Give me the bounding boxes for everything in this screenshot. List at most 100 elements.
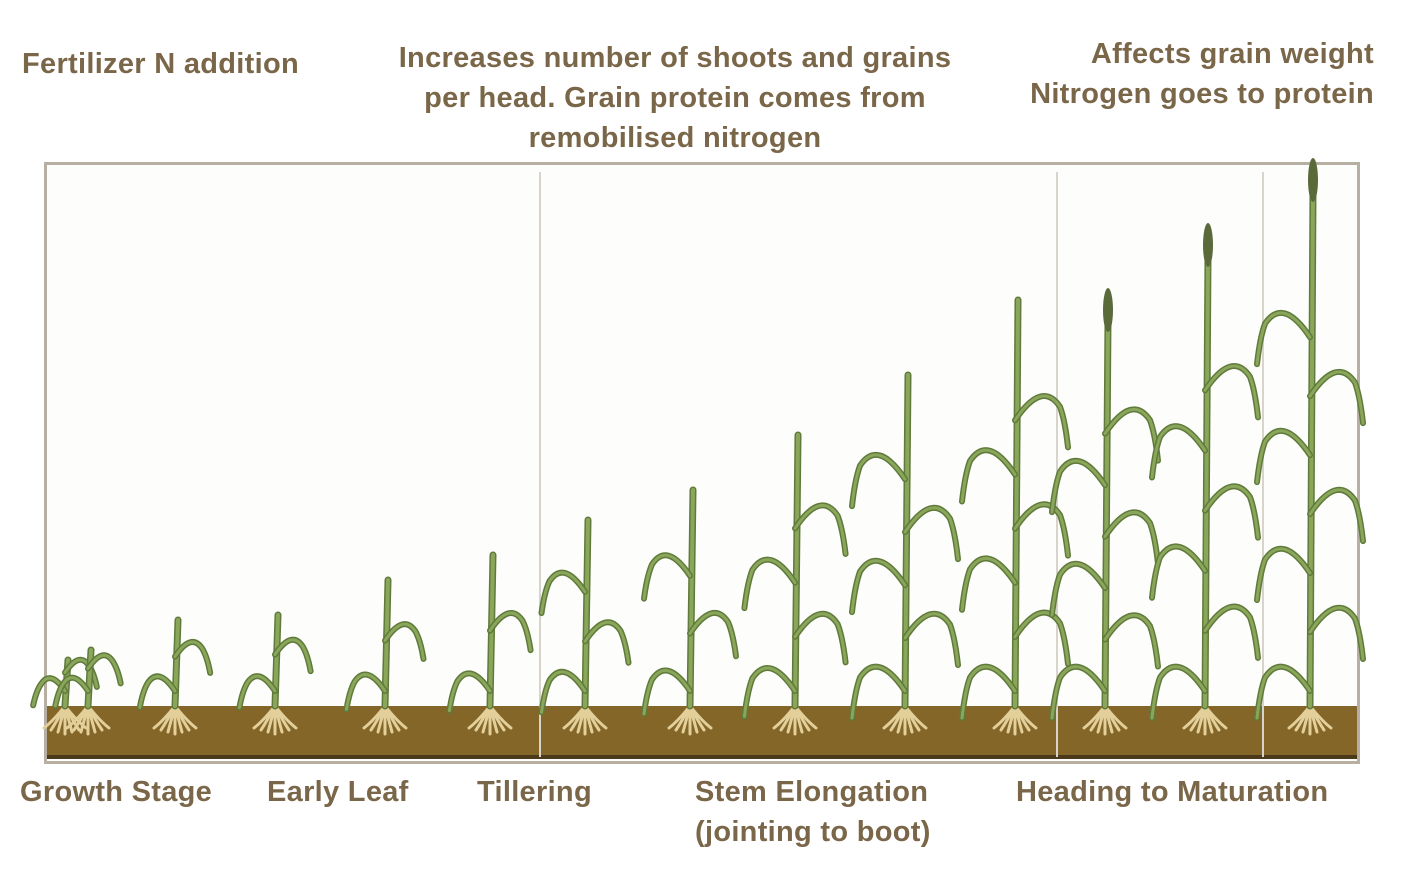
leaf-fill	[383, 622, 425, 661]
leaf-fill	[540, 670, 587, 714]
growth-diagram-frame	[44, 162, 1360, 764]
leaf-fill	[1255, 547, 1312, 602]
grain-line-1: Affects grain weight	[1090, 38, 1374, 70]
leaf-fill	[642, 669, 692, 716]
leaf-fill	[1013, 394, 1070, 449]
stem-fill	[86, 648, 93, 708]
leaf	[1049, 457, 1108, 516]
leaf-fill	[960, 557, 1017, 612]
leaf	[792, 610, 849, 666]
leaf-fill	[793, 504, 848, 556]
wheat-plant	[136, 616, 214, 736]
leaf	[849, 451, 908, 510]
leaf-fill	[903, 612, 960, 667]
leaf-fill	[1203, 364, 1260, 419]
wheat-plant	[52, 646, 124, 736]
stage-label-tillering: Tillering	[477, 776, 592, 808]
leaf-fill	[583, 620, 630, 665]
stem-fill	[688, 488, 695, 708]
leaf-fill	[850, 559, 907, 614]
wheat-plant	[1149, 223, 1261, 736]
leaf-fill	[53, 676, 90, 708]
leaf-fill	[488, 611, 533, 652]
wheat-plant	[849, 371, 961, 736]
leaf	[792, 502, 849, 557]
leaf	[959, 447, 1018, 505]
leaf-fill	[1255, 311, 1312, 366]
stage-label-early-leaf: Early Leaf	[267, 776, 409, 808]
grain-annotation: Affects grain weight Nitrogen goes to pr…	[1030, 34, 1374, 114]
leaf-fill	[1150, 665, 1207, 720]
leaf	[343, 671, 388, 713]
leaf	[959, 555, 1018, 613]
leaf-fill	[86, 653, 123, 685]
leaf-fill	[1050, 665, 1107, 720]
leaf-fill	[1050, 562, 1107, 617]
leaf	[902, 504, 961, 563]
leaf	[1307, 604, 1366, 663]
leaf-fill	[1308, 488, 1365, 543]
stem-fill	[903, 373, 910, 708]
leaf-fill	[742, 666, 797, 719]
leaf-fill	[1013, 611, 1070, 666]
leaf	[487, 610, 534, 654]
shoots-line-1: Increases number of shoots and grains	[398, 42, 952, 74]
leaf	[1012, 609, 1071, 667]
leaf	[1149, 543, 1208, 601]
wheat-plant	[1254, 158, 1366, 736]
stem-line-1: Stem Elongation	[695, 776, 929, 808]
leaf-fill	[742, 558, 797, 610]
leaf	[1102, 612, 1161, 670]
leaf-fill	[1203, 605, 1260, 660]
leaf-fill	[1150, 545, 1207, 600]
leaf-fill	[850, 453, 907, 508]
wheat-plant	[343, 576, 427, 736]
leaf-fill	[1308, 606, 1365, 661]
leaf-fill	[1150, 424, 1207, 479]
fertilizer-label: Fertilizer N addition	[22, 48, 299, 80]
grain-head	[1203, 223, 1213, 267]
leaf	[446, 670, 493, 714]
wheat-plant	[959, 296, 1071, 736]
stage-label-heading: Heading to Maturation	[1016, 776, 1329, 808]
wheat-plant	[1049, 288, 1161, 736]
leaf	[1307, 486, 1366, 545]
stage-label-growth: Growth Stage	[20, 776, 213, 808]
leaf-fill	[237, 674, 277, 710]
leaf-fill	[1050, 459, 1107, 514]
wheat-plant	[538, 516, 632, 736]
leaf-fill	[1203, 484, 1260, 540]
leaf	[1202, 363, 1261, 421]
leaf	[902, 610, 961, 669]
leaf-fill	[345, 673, 387, 711]
leaf-fill	[1255, 429, 1312, 484]
wheat-plant	[741, 431, 849, 736]
leaf	[1149, 423, 1208, 481]
soil-edge	[47, 755, 1357, 759]
leaf	[1202, 483, 1261, 541]
leaf	[1202, 603, 1261, 661]
leaf	[849, 557, 908, 616]
leaf-fill	[173, 640, 212, 675]
leaf-fill	[960, 665, 1017, 720]
stem-fill	[793, 433, 800, 708]
leaf-fill	[273, 638, 313, 673]
leaf	[1012, 501, 1071, 559]
grain-line-2: Nitrogen goes to protein	[1030, 78, 1374, 110]
stem-fill	[1308, 188, 1315, 708]
leaf	[741, 556, 798, 612]
grain-head	[1308, 158, 1318, 202]
leaf	[1102, 509, 1161, 567]
leaf-fill	[138, 674, 177, 709]
leaf-fill	[793, 612, 848, 664]
leaf	[1012, 393, 1071, 451]
leaf-fill	[850, 665, 907, 720]
soil-band	[47, 706, 1357, 758]
leaf-fill	[447, 671, 492, 713]
leaf-fill	[960, 448, 1017, 503]
wheat-plant	[236, 611, 314, 736]
leaf-fill	[642, 553, 692, 601]
leaf-fill	[903, 506, 960, 561]
leaf	[1254, 310, 1313, 368]
